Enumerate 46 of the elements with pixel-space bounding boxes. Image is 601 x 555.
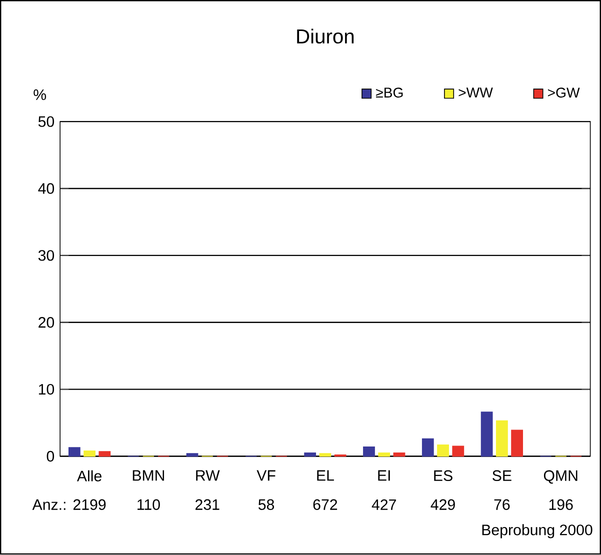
bar [84, 450, 96, 457]
x-tick-label: QMN [544, 470, 578, 484]
bar [422, 438, 434, 457]
bar [68, 447, 80, 457]
text: 429 [430, 499, 455, 510]
x-tick-label: EI [378, 470, 390, 481]
x-tick-label: SE [492, 470, 512, 482]
y-tick-label: 50 [38, 116, 54, 128]
text: Anz.: [32, 500, 66, 510]
x-tick-label: Alle [76, 470, 102, 482]
bar [98, 451, 111, 457]
text: 672 [313, 499, 338, 510]
y-tick-label: 0 [46, 451, 54, 462]
y-axis-title: % [34, 90, 46, 100]
x-tick-label: ES [434, 470, 452, 482]
bar [363, 446, 375, 457]
bar [496, 420, 508, 457]
text: 2199 [73, 499, 106, 510]
text: 196 [549, 499, 573, 510]
text: Beprobung 2000 [482, 524, 592, 538]
x-tick-label: EL [317, 470, 334, 481]
bar [511, 430, 524, 457]
legend-label: >GW [548, 88, 580, 98]
y-tick-label: 30 [38, 250, 54, 261]
y-tick-label: 10 [38, 384, 54, 395]
x-tick-label: RW [196, 470, 220, 481]
bar [378, 452, 390, 457]
text: 58 [258, 499, 274, 510]
text: 110 [138, 499, 160, 510]
text: 76 [494, 499, 510, 510]
text: 231 [196, 499, 220, 510]
text: 427 [372, 500, 396, 510]
legend-label: >WW [458, 88, 493, 98]
legend-label: ≥BG [376, 88, 403, 98]
chart-title: Diuron [297, 28, 354, 44]
bar [480, 412, 493, 457]
bar [319, 453, 332, 457]
bar [304, 452, 316, 457]
y-tick-label: 40 [38, 183, 54, 194]
x-tick-label: VF [256, 470, 276, 481]
y-tick-label: 20 [38, 317, 54, 328]
x-tick-label: BMN [132, 470, 164, 481]
bar [393, 452, 406, 457]
bar [452, 446, 464, 457]
bar [186, 453, 198, 457]
bar [437, 444, 449, 457]
